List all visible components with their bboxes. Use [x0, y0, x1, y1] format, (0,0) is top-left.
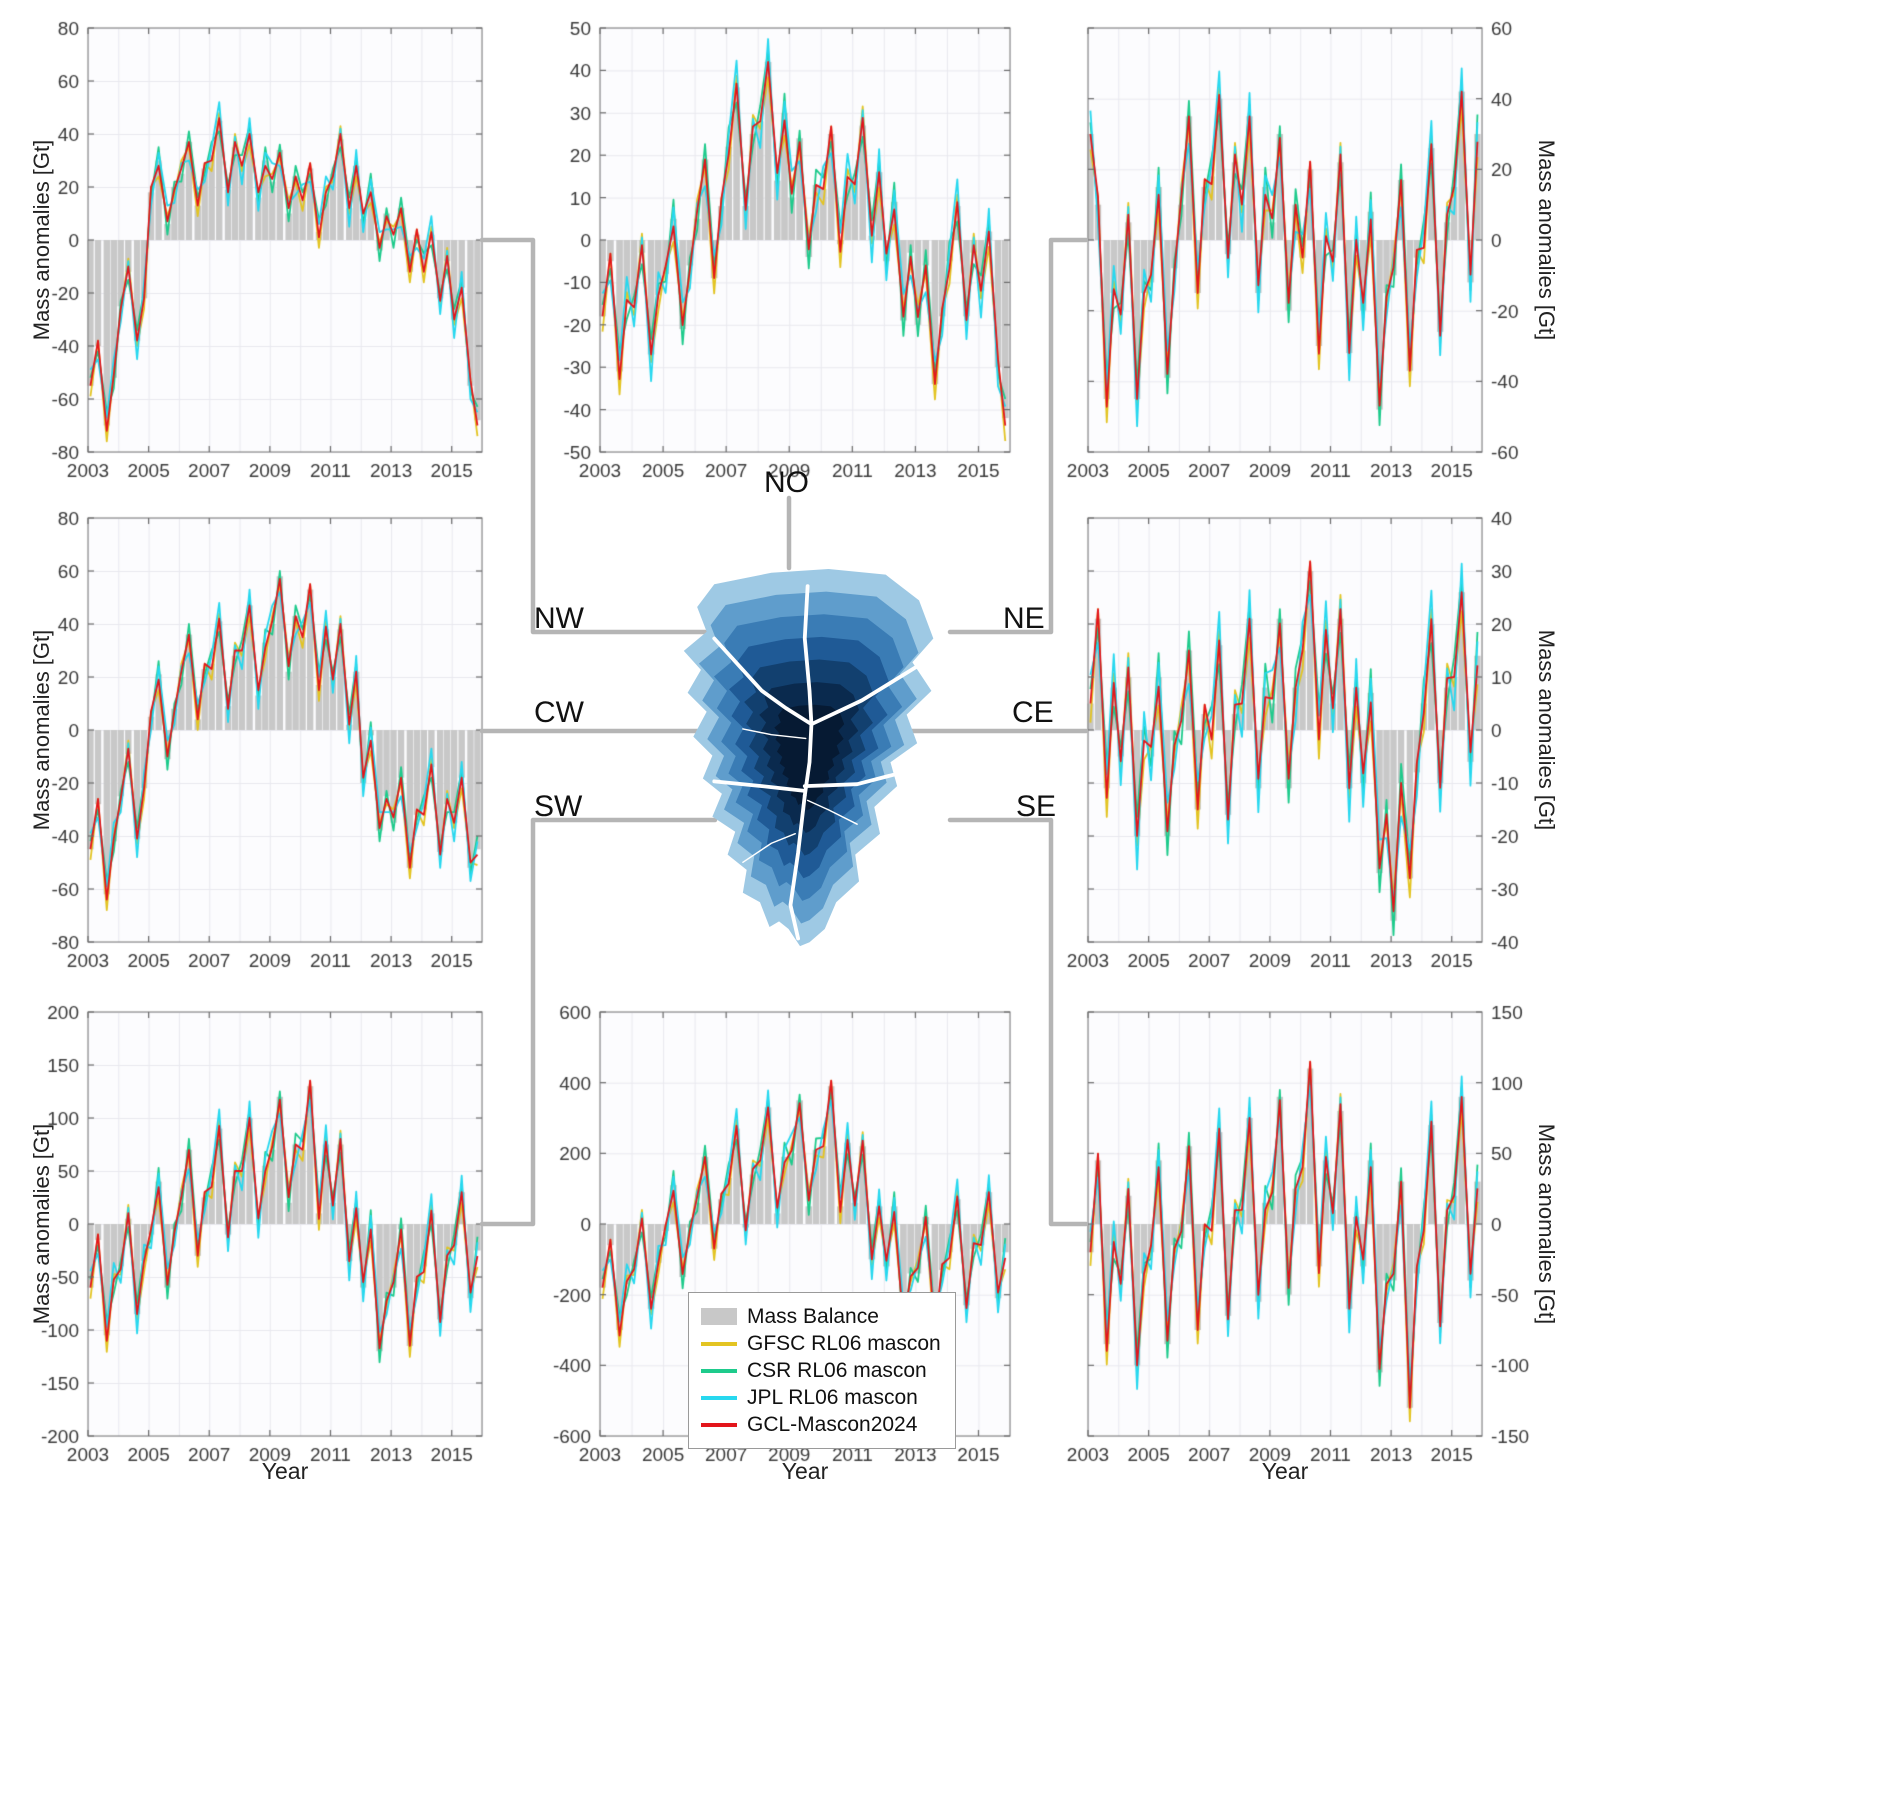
- legend-item-gfsc: GFSC RL06 mascon: [701, 1330, 941, 1357]
- y-axis-title-se: Mass anomalies [Gt]: [1534, 1123, 1559, 1325]
- x-axis-title-total: Year: [781, 1458, 829, 1484]
- mass-balance-swatch: [701, 1308, 737, 1325]
- legend-item-label: JPL RL06 mascon: [747, 1385, 918, 1409]
- region-label-nw: NW: [534, 602, 584, 635]
- jpl-line-swatch: [701, 1395, 737, 1400]
- y-axis-title-cw: Mass anomalies [Gt]: [29, 629, 54, 831]
- y-axis-title-ne: Mass anomalies [Gt]: [1534, 139, 1559, 341]
- gcl-line-swatch: [701, 1422, 737, 1427]
- legend-item-mass-balance: Mass Balance: [701, 1303, 941, 1330]
- y-axis-title-sw: Mass anomalies [Gt]: [29, 1123, 54, 1325]
- legend-item-label: CSR RL06 mascon: [747, 1358, 927, 1382]
- legend: Mass Balance GFSC RL06 mascon CSR RL06 m…: [688, 1292, 956, 1449]
- legend-item-jpl: JPL RL06 mascon: [701, 1384, 941, 1411]
- region-label-se: SE: [1016, 790, 1057, 823]
- region-label-ce: CE: [1012, 696, 1054, 729]
- legend-item-gcl: GCL-Mascon2024: [701, 1411, 941, 1438]
- legend-item-label: Mass Balance: [747, 1304, 879, 1328]
- x-axis-title-sw: Year: [261, 1458, 309, 1484]
- basin-divide-lines: [712, 584, 926, 941]
- y-axis-title-ce: Mass anomalies [Gt]: [1534, 629, 1559, 831]
- region-label-no: NO: [764, 466, 809, 499]
- gfsc-line-swatch: [701, 1341, 737, 1346]
- legend-item-label: GFSC RL06 mascon: [747, 1331, 941, 1355]
- x-axis-title-se: Year: [1261, 1458, 1309, 1484]
- legend-item-csr: CSR RL06 mascon: [701, 1357, 941, 1384]
- greenland-map: [683, 568, 934, 947]
- y-axis-title-nw: Mass anomalies [Gt]: [29, 139, 54, 341]
- region-label-ne: NE: [1003, 602, 1045, 635]
- region-label-cw: CW: [534, 696, 584, 729]
- region-label-sw: SW: [534, 790, 583, 823]
- legend-item-label: GCL-Mascon2024: [747, 1412, 918, 1436]
- csr-line-swatch: [701, 1368, 737, 1373]
